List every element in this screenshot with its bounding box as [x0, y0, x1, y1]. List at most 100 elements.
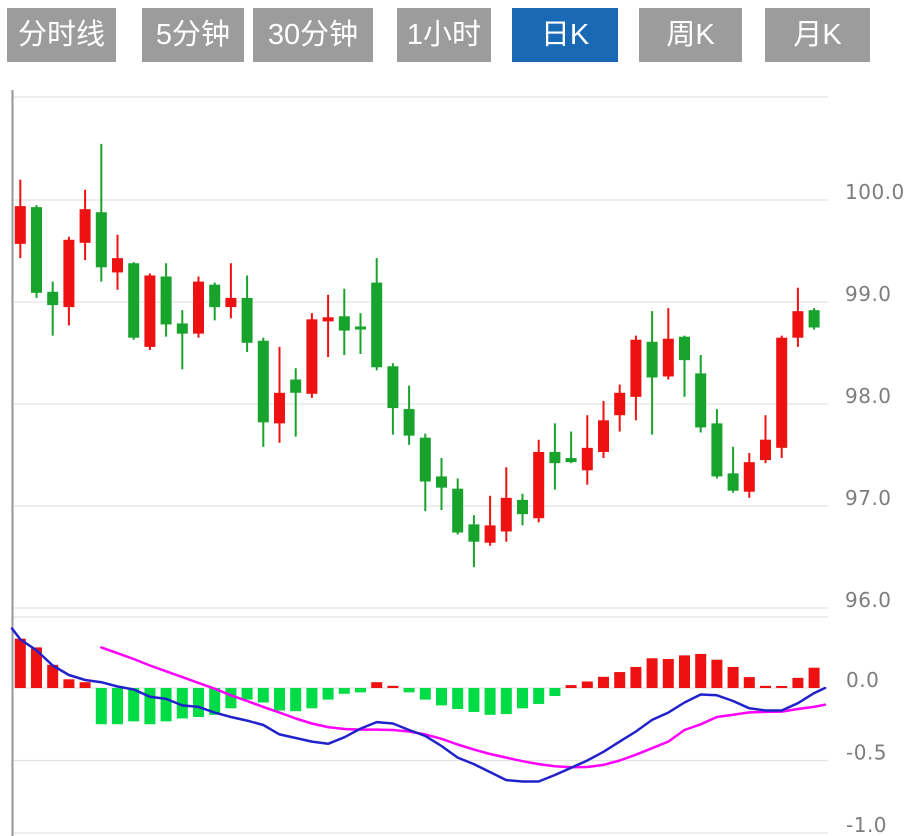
macd-bar [144, 688, 156, 725]
price-axis-label: 100.0 [845, 180, 905, 204]
candle-body [14, 206, 26, 244]
macd-bar [322, 688, 334, 700]
macd-bar [630, 666, 642, 688]
candle-body [31, 207, 42, 293]
macd-bar [808, 667, 820, 688]
candle-body [387, 366, 399, 409]
macd-bar [517, 688, 528, 709]
candle-body [452, 488, 464, 533]
macd-bar [387, 685, 399, 688]
candle-body [193, 281, 204, 334]
candle-body [176, 323, 188, 334]
macd-bar [241, 688, 253, 700]
macd-bar [338, 688, 350, 694]
candle-body [581, 447, 593, 471]
candle-body [63, 239, 75, 308]
candle-body [274, 392, 285, 424]
candle-body [695, 373, 707, 428]
tab-1hour[interactable]: 1小时 [397, 8, 491, 62]
candle-body [47, 291, 59, 306]
tab-monthly-k[interactable]: 月K [765, 8, 870, 62]
candle-body [306, 319, 318, 394]
candle-body [549, 451, 561, 464]
candle-body [517, 499, 528, 515]
macd-bar [565, 685, 577, 688]
tab-30min[interactable]: 30分钟 [253, 8, 373, 62]
macd-bar [290, 688, 302, 712]
candle-body [679, 336, 690, 361]
candle-body [565, 458, 577, 463]
candle-body [112, 258, 123, 273]
macd-bar [209, 688, 221, 715]
tab-daily-k[interactable]: 日K [512, 8, 618, 62]
candle-body [128, 263, 140, 338]
candle-body [371, 282, 383, 368]
candle-body [160, 276, 172, 325]
macd-bar [760, 685, 771, 688]
candle-body [776, 337, 788, 448]
candle-body [468, 524, 480, 542]
macd-bar [711, 659, 723, 688]
candle-body [808, 310, 820, 328]
candle-body [419, 437, 431, 482]
price-axis-label: 96.0 [845, 588, 892, 612]
candle-body [144, 275, 156, 347]
macd-bar [679, 655, 690, 688]
tab-5min[interactable]: 5分钟 [142, 8, 244, 62]
macd-bar [257, 688, 269, 703]
macd-bar [128, 688, 140, 722]
macd-bar [63, 679, 75, 688]
macd-bar [484, 688, 496, 715]
price-axis-label: 97.0 [845, 486, 892, 510]
macd-bar [727, 666, 739, 688]
macd-bar [403, 688, 415, 693]
macd-bar [614, 672, 626, 688]
macd-bar [468, 688, 480, 712]
candle-body [403, 409, 415, 436]
macd-bar [776, 686, 788, 688]
macd-bar [549, 688, 561, 696]
candle-body [533, 451, 545, 519]
candle-body [241, 297, 253, 343]
macd-bar [274, 688, 285, 711]
tab-timeline[interactable]: 分时线 [7, 8, 116, 62]
candle-body [792, 311, 804, 338]
price-axis-label: 99.0 [845, 282, 892, 306]
price-axis-label: 98.0 [845, 384, 892, 408]
macd-bar [176, 688, 188, 719]
macd-bar [500, 688, 512, 715]
candle-body [662, 338, 674, 377]
candle-body [257, 340, 269, 423]
macd-bar [646, 658, 658, 688]
candle-body [355, 326, 366, 330]
macd-bar [79, 682, 91, 688]
macd-axis-label: -0.5 [846, 741, 887, 765]
macd-bar [355, 688, 366, 693]
candle-body [338, 316, 350, 331]
candle-body [743, 462, 755, 492]
macd-bar [193, 688, 204, 717]
macd-bar [306, 688, 318, 709]
macd-bar [598, 676, 609, 688]
macd-bar [743, 677, 755, 688]
candle-body [614, 392, 626, 416]
macd-bar [695, 653, 707, 688]
macd-bar [95, 688, 107, 725]
macd-bar [47, 664, 59, 688]
candle-body [760, 439, 771, 461]
tab-weekly-k[interactable]: 周K [639, 8, 742, 62]
candle-body [711, 423, 723, 477]
candle-body [646, 341, 658, 378]
macd-bar [371, 682, 383, 688]
candle-body [727, 473, 739, 491]
candle-body [322, 317, 334, 322]
macd-bar [533, 688, 545, 704]
candle-body [484, 525, 496, 543]
macd-bar [225, 688, 237, 709]
macd-bar [112, 688, 123, 725]
dea-line [100, 646, 827, 769]
candle-body [209, 284, 221, 308]
macd-bar [792, 677, 804, 688]
macd-axis-label: 0.0 [846, 668, 879, 692]
interval-tabs: 分时线 5分钟 30分钟 1小时 日K 周K 月K [0, 0, 912, 70]
